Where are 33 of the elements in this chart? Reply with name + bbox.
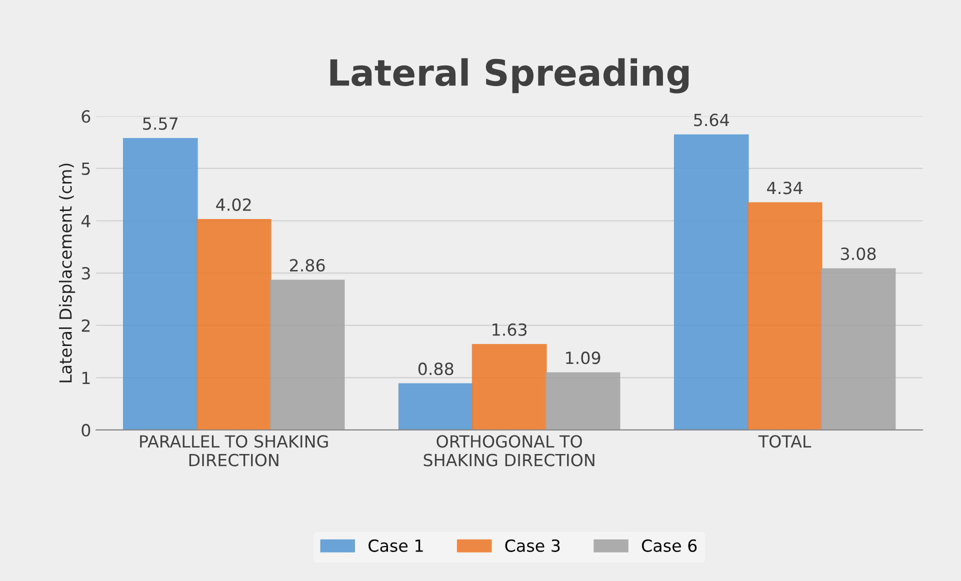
data-label: 0.88 xyxy=(418,362,454,376)
bar xyxy=(122,138,198,430)
y-tick-label: 1 xyxy=(82,372,90,384)
chart-title: Lateral Spreading xyxy=(330,58,689,94)
y-tick-label: 6 xyxy=(82,110,90,123)
y-tick-label: 5 xyxy=(82,162,90,176)
bar xyxy=(820,268,896,430)
data-label: 1.09 xyxy=(566,352,600,364)
legend-label: Case 1 xyxy=(368,539,423,552)
data-label: 4.02 xyxy=(216,198,251,211)
bar xyxy=(270,280,345,430)
x-tick-label: ORTHOGONAL TO SHAKING DIRECTION xyxy=(424,435,594,466)
x-tick-label: TOTAL xyxy=(758,435,812,448)
y-tick-label: 2 xyxy=(82,319,90,332)
bar xyxy=(196,219,272,430)
legend-label: Case 6 xyxy=(642,539,697,552)
data-label: 2.86 xyxy=(290,259,325,272)
data-label: 3.08 xyxy=(840,247,876,260)
bar xyxy=(472,344,547,430)
bar xyxy=(674,134,749,430)
data-label: 5.64 xyxy=(694,114,729,126)
bar xyxy=(747,202,822,430)
y-tick-label: 4 xyxy=(81,214,90,228)
legend-label: Case 3 xyxy=(505,539,560,552)
data-label: 4.34 xyxy=(767,182,802,194)
y-axis-title: Lateral Displacement (cm) xyxy=(58,164,76,382)
data-label: 5.57 xyxy=(143,118,178,130)
y-tick-label: 3 xyxy=(82,267,90,280)
y-tick-label: 0 xyxy=(82,424,90,437)
data-label: 1.63 xyxy=(492,323,527,336)
x-tick-label: PARALLEL TO SHAKING DIRECTION xyxy=(140,435,328,466)
bar xyxy=(545,372,620,430)
bar xyxy=(398,383,474,430)
